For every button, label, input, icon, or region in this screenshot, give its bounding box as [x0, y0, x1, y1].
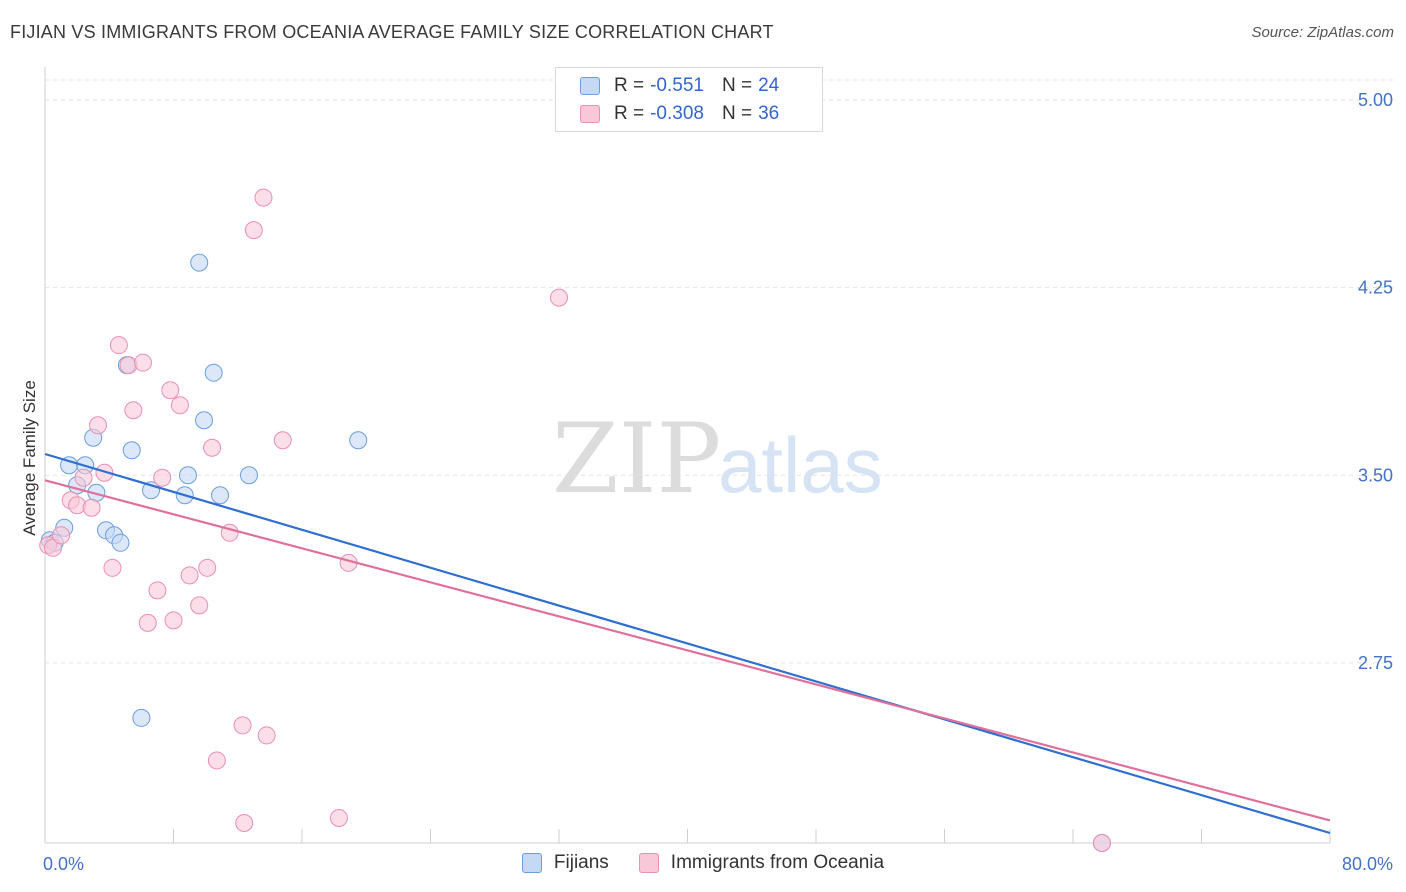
- oceania-swatch: [580, 105, 600, 123]
- source-credit: Source: ZipAtlas.com: [1251, 24, 1394, 41]
- oceania-point: [550, 288, 568, 307]
- oceania-point: [138, 613, 157, 632]
- fijians-point: [195, 411, 214, 430]
- series-legend: Fijians Immigrants from Oceania: [0, 852, 1406, 874]
- oceania-point: [109, 336, 128, 355]
- oceania-point: [180, 566, 199, 585]
- x-tick-label: 0.0%: [43, 854, 84, 874]
- oceania-points: [39, 188, 1111, 852]
- legend-item-oceania: Immigrants from Oceania: [638, 852, 885, 874]
- legend-label-fijians: Fijians: [553, 852, 609, 873]
- y-tick-labels: 2.75 3.50 4.25 5.00: [1358, 90, 1393, 673]
- legend-row-fijians: R = -0.551 N = 24: [580, 73, 779, 99]
- oceania-point: [244, 221, 263, 240]
- fijians-point: [239, 466, 258, 485]
- gridlines: [45, 79, 1395, 664]
- legend-r-label: R =: [614, 75, 645, 96]
- fijians-point: [349, 431, 368, 450]
- fijians-point: [122, 441, 141, 460]
- legend-n-label: N =: [721, 75, 753, 96]
- x-tick-labels: 0.0% 80.0%: [43, 854, 1393, 874]
- legend-r-value: -0.551: [650, 75, 704, 96]
- watermark-atlas: atlas: [718, 421, 883, 509]
- oceania-point: [170, 396, 189, 415]
- legend-n-label: N =: [721, 103, 753, 124]
- oceania-legend-swatch: [638, 853, 659, 873]
- oceania-point: [257, 726, 276, 745]
- y-tick-label: 4.25: [1358, 278, 1393, 298]
- legend-item-fijians: Fijians: [521, 852, 609, 874]
- fijians-point: [132, 708, 151, 727]
- watermark-zip: ZIP: [552, 403, 721, 515]
- legend-r-label: R =: [614, 103, 645, 124]
- y-axis-label: Average Family Size: [20, 380, 39, 536]
- oceania-point: [198, 558, 217, 577]
- oceania-point: [133, 353, 152, 372]
- oceania-point: [74, 468, 93, 487]
- oceania-point: [153, 468, 172, 487]
- fijians-point: [190, 253, 209, 272]
- y-tick-label: 2.75: [1358, 653, 1393, 673]
- y-tick-label: 3.50: [1358, 465, 1393, 485]
- fijians-point: [211, 486, 230, 505]
- oceania-point: [273, 431, 292, 450]
- oceania-point: [161, 381, 180, 400]
- oceania-point: [203, 438, 222, 457]
- oceania-point: [1092, 834, 1111, 852]
- x-tick-label: 80.0%: [1342, 854, 1393, 874]
- trend-lines: [44, 452, 1331, 835]
- chart-title: FIJIAN VS IMMIGRANTS FROM OCEANIA AVERAG…: [10, 22, 774, 42]
- legend-n-value: 24: [758, 75, 780, 96]
- oceania-point: [207, 751, 226, 770]
- fijians-points: [40, 253, 1111, 852]
- fijians-point: [111, 533, 130, 552]
- oceania-point: [190, 596, 209, 615]
- oceania-point: [254, 188, 273, 207]
- fijians-swatch: [580, 77, 600, 95]
- oceania-point: [95, 463, 114, 482]
- oceania-point: [233, 716, 252, 735]
- legend-r-value: -0.308: [650, 103, 704, 124]
- legend-row-oceania: R = -0.308 N = 36: [580, 101, 779, 127]
- stats-legend: R = -0.551 N = 24 R = -0.308 N = 36: [555, 67, 823, 132]
- oceania-point: [124, 401, 143, 420]
- fijians-legend-swatch: [521, 853, 542, 873]
- oceania-trend-line: [44, 479, 1331, 822]
- oceania-point: [329, 808, 348, 827]
- legend-label-oceania: Immigrants from Oceania: [670, 852, 885, 873]
- fijians-point: [178, 466, 197, 485]
- oceania-point: [164, 611, 183, 630]
- watermark: ZIP atlas: [552, 403, 883, 515]
- legend-n-value: 36: [758, 103, 780, 124]
- oceania-point: [103, 558, 122, 577]
- oceania-point: [89, 416, 108, 435]
- fijians-trend-line: [44, 452, 1331, 835]
- y-tick-label: 5.00: [1358, 90, 1393, 110]
- oceania-point: [82, 498, 101, 517]
- oceania-point: [235, 813, 254, 832]
- oceania-point: [148, 581, 167, 600]
- oceania-point: [52, 526, 71, 545]
- fijians-point: [204, 363, 223, 382]
